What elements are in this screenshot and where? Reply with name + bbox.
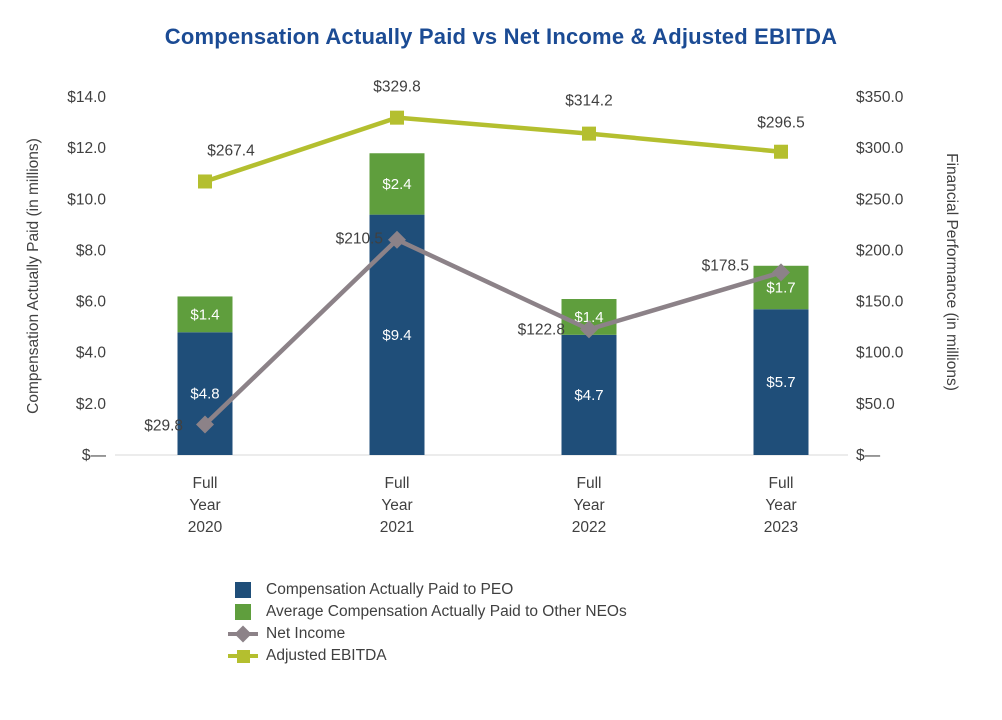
left-axis-tick-label: $6.0 xyxy=(76,294,107,311)
left-axis-tick-label: $4.0 xyxy=(76,345,107,362)
left-axis-tick-label: $14.0 xyxy=(67,89,106,106)
average-compensation-actually-paid-to-other-neos-bar xyxy=(177,296,233,333)
category-label: 2021 xyxy=(380,519,414,536)
adjusted-ebitda-swatch xyxy=(228,647,258,665)
right-axis-tick-label: $50.0 xyxy=(856,396,895,413)
net-income-marker xyxy=(772,263,790,282)
average-compensation-actually-paid-to-other-neos-bar xyxy=(369,153,425,215)
net-income-value-label: $29.8 xyxy=(144,418,183,435)
average-compensation-actually-paid-to-other-neos-bar-label: $1.4 xyxy=(190,306,219,323)
compensation-actually-paid-to-peo-bar xyxy=(177,332,233,455)
legend-item-net-income: Net Income xyxy=(228,623,627,645)
adjusted-ebitda-line xyxy=(202,115,784,184)
right-axis-tick-label: $200.0 xyxy=(856,242,904,259)
right-axis-tick-label: $250.0 xyxy=(856,191,904,208)
adjusted-ebitda-value-label: $267.4 xyxy=(207,142,255,159)
right-axis-tick-label: $— xyxy=(856,447,881,464)
compensation-actually-paid-to-peo-bar xyxy=(753,309,809,455)
category-label: Year xyxy=(381,497,412,514)
right-axis-title: Financial Performance (in millions) xyxy=(943,153,960,391)
right-axis-tick-label: $150.0 xyxy=(856,294,904,311)
legend-item-neos: Average Compensation Actually Paid to Ot… xyxy=(228,601,627,623)
chart-legend: Compensation Actually Paid to PEO Averag… xyxy=(228,579,627,667)
net-income-marker xyxy=(196,415,214,434)
adjusted-ebitda-value-label: $296.5 xyxy=(757,115,804,132)
adjusted-ebitda-value-label: $329.8 xyxy=(373,79,420,96)
category-label: 2023 xyxy=(764,519,798,536)
net-income-value-label: $178.5 xyxy=(702,257,749,274)
category-label: Full xyxy=(577,475,602,492)
net-income-swatch xyxy=(228,625,258,643)
net-income-line xyxy=(202,237,784,427)
adjusted-ebitda-value-label: $314.2 xyxy=(565,93,612,110)
category-label: Full xyxy=(385,475,410,492)
adjusted-ebitda-marker xyxy=(582,126,596,141)
legend-label-neos: Average Compensation Actually Paid to Ot… xyxy=(266,603,627,620)
category-label: Year xyxy=(573,497,604,514)
left-axis-title: Compensation Actually Paid (in millions) xyxy=(25,138,42,414)
average-compensation-actually-paid-to-other-neos-bar-label: $1.4 xyxy=(574,309,603,326)
compensation-actually-paid-to-peo-bar-label: $4.8 xyxy=(190,386,219,403)
left-axis-tick-label: $12.0 xyxy=(67,140,106,157)
category-label: Year xyxy=(765,497,796,514)
net-income-value-label: $122.8 xyxy=(518,321,565,338)
adjusted-ebitda-marker xyxy=(390,110,404,125)
average-compensation-actually-paid-to-other-neos-bar-label: $2.4 xyxy=(382,176,411,193)
category-label: 2022 xyxy=(572,519,606,536)
adjusted-ebitda-square-icon xyxy=(237,650,250,663)
right-axis-tick-label: $300.0 xyxy=(856,140,904,157)
net-income-diamond-icon xyxy=(234,625,252,643)
peo-swatch xyxy=(228,581,258,599)
adjusted-ebitda-marker xyxy=(774,144,788,159)
category-label: Year xyxy=(189,497,220,514)
chart-title: Compensation Actually Paid vs Net Income… xyxy=(164,24,838,49)
net-income-marker xyxy=(388,230,406,249)
compensation-actually-paid-to-peo-bar xyxy=(561,334,617,455)
left-axis-tick-label: $10.0 xyxy=(67,191,106,208)
left-axis-tick-label: $2.0 xyxy=(76,396,107,413)
average-compensation-actually-paid-to-other-neos-bar-label: $1.7 xyxy=(766,280,795,297)
right-axis-tick-label: $350.0 xyxy=(856,89,904,106)
category-label: 2020 xyxy=(188,519,223,536)
right-axis-tick-label: $100.0 xyxy=(856,345,904,362)
compensation-actually-paid-to-peo-bar-label: $4.7 xyxy=(574,387,603,404)
net-income-marker xyxy=(580,320,598,339)
legend-item-adjusted-ebitda: Adjusted EBITDA xyxy=(228,645,627,667)
adjusted-ebitda-marker xyxy=(198,174,212,189)
legend-label-net-income: Net Income xyxy=(266,625,346,642)
left-axis-tick-label: $8.0 xyxy=(76,242,107,259)
compensation-actually-paid-to-peo-bar-label: $9.4 xyxy=(382,327,411,344)
category-label: Full xyxy=(769,475,794,492)
compensation-actually-paid-to-peo-bar-label: $5.7 xyxy=(766,374,795,391)
net-income-value-label: $210.5 xyxy=(336,231,383,248)
left-axis-tick-label: $— xyxy=(82,447,107,464)
neos-swatch xyxy=(228,603,258,621)
legend-label-adjusted-ebitda: Adjusted EBITDA xyxy=(266,647,387,664)
neos-swatch-fill xyxy=(235,604,251,620)
legend-label-peo: Compensation Actually Paid to PEO xyxy=(266,581,514,598)
peo-swatch-fill xyxy=(235,582,251,598)
legend-item-peo: Compensation Actually Paid to PEO xyxy=(228,579,627,601)
category-label: Full xyxy=(193,475,218,492)
